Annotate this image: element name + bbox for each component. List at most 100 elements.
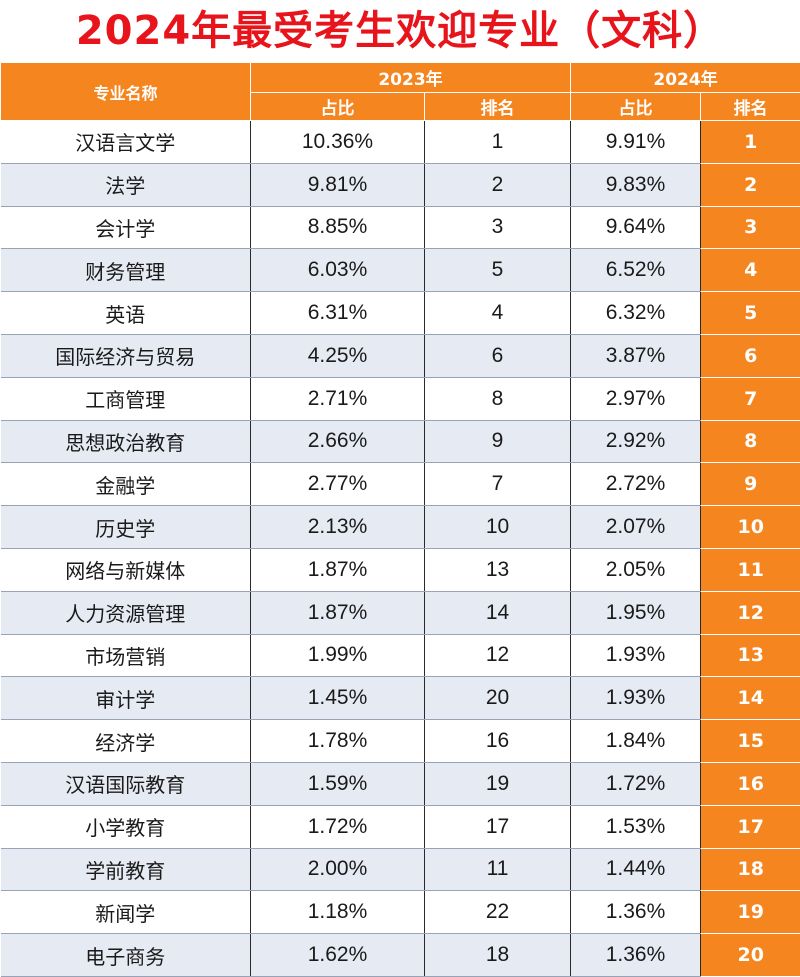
rank-2023-cell: 12 — [425, 634, 571, 677]
rank-2023-cell: 6 — [425, 334, 571, 377]
rank-2024-cell: 12 — [701, 591, 800, 634]
major-name-cell: 英语 — [1, 292, 251, 335]
share-2024-cell: 1.95% — [571, 591, 701, 634]
rank-2024-cell: 7 — [701, 377, 800, 420]
share-2023-cell: 2.77% — [251, 463, 425, 506]
rank-2023-cell: 8 — [425, 377, 571, 420]
header-year-2023: 2023年 — [251, 63, 571, 93]
header-rank-2023: 排名 — [425, 93, 571, 121]
rank-2023-cell: 2 — [425, 163, 571, 206]
rank-2024-cell: 18 — [701, 848, 800, 891]
share-2023-cell: 6.03% — [251, 249, 425, 292]
share-2024-cell: 1.93% — [571, 634, 701, 677]
header-share-2023: 占比 — [251, 93, 425, 121]
rank-2023-cell: 1 — [425, 121, 571, 164]
share-2024-cell: 1.36% — [571, 934, 701, 977]
header-year-2024: 2024年 — [571, 63, 800, 93]
rank-2023-cell: 7 — [425, 463, 571, 506]
major-name-cell: 人力资源管理 — [1, 591, 251, 634]
major-name-cell: 财务管理 — [1, 249, 251, 292]
rank-2023-cell: 13 — [425, 548, 571, 591]
share-2024-cell: 6.32% — [571, 292, 701, 335]
major-name-cell: 新闻学 — [1, 891, 251, 934]
share-2024-cell: 2.97% — [571, 377, 701, 420]
header-rank-2024: 排名 — [701, 93, 800, 121]
share-2023-cell: 8.85% — [251, 206, 425, 249]
share-2023-cell: 1.18% — [251, 891, 425, 934]
share-2024-cell: 1.53% — [571, 805, 701, 848]
share-2023-cell: 4.25% — [251, 334, 425, 377]
share-2024-cell: 1.44% — [571, 848, 701, 891]
share-2023-cell: 1.62% — [251, 934, 425, 977]
share-2024-cell: 9.83% — [571, 163, 701, 206]
rank-2023-cell: 14 — [425, 591, 571, 634]
rank-2024-cell: 16 — [701, 762, 800, 805]
rank-2023-cell: 5 — [425, 249, 571, 292]
share-2023-cell: 1.72% — [251, 805, 425, 848]
share-2023-cell: 1.87% — [251, 548, 425, 591]
rank-2024-cell: 20 — [701, 934, 800, 977]
rank-2023-cell: 10 — [425, 506, 571, 549]
rank-2023-cell: 22 — [425, 891, 571, 934]
share-2024-cell: 1.72% — [571, 762, 701, 805]
share-2024-cell: 2.72% — [571, 463, 701, 506]
major-name-cell: 会计学 — [1, 206, 251, 249]
header-major-name: 专业名称 — [1, 63, 251, 121]
major-name-cell: 国际经济与贸易 — [1, 334, 251, 377]
share-2023-cell: 2.00% — [251, 848, 425, 891]
share-2023-cell: 1.87% — [251, 591, 425, 634]
major-name-cell: 法学 — [1, 163, 251, 206]
share-2023-cell: 1.45% — [251, 677, 425, 720]
major-name-cell: 金融学 — [1, 463, 251, 506]
major-name-cell: 历史学 — [1, 506, 251, 549]
share-2024-cell: 6.52% — [571, 249, 701, 292]
rank-2023-cell: 9 — [425, 420, 571, 463]
major-name-cell: 汉语国际教育 — [1, 762, 251, 805]
rank-2023-cell: 19 — [425, 762, 571, 805]
rank-2023-cell: 18 — [425, 934, 571, 977]
rank-2024-cell: 11 — [701, 548, 800, 591]
share-2023-cell: 6.31% — [251, 292, 425, 335]
major-name-cell: 工商管理 — [1, 377, 251, 420]
share-2023-cell: 9.81% — [251, 163, 425, 206]
share-2023-cell: 1.99% — [251, 634, 425, 677]
major-name-cell: 审计学 — [1, 677, 251, 720]
major-name-cell: 学前教育 — [1, 848, 251, 891]
rank-2024-cell: 5 — [701, 292, 800, 335]
page-title: 2024年最受考生欢迎专业（文科） — [0, 0, 800, 62]
share-2023-cell: 2.13% — [251, 506, 425, 549]
rank-2024-cell: 10 — [701, 506, 800, 549]
share-2024-cell: 9.64% — [571, 206, 701, 249]
share-2024-cell: 1.93% — [571, 677, 701, 720]
share-2024-cell: 2.05% — [571, 548, 701, 591]
rank-2024-cell: 19 — [701, 891, 800, 934]
rank-2024-cell: 8 — [701, 420, 800, 463]
rank-2024-cell: 13 — [701, 634, 800, 677]
rank-2024-cell: 2 — [701, 163, 800, 206]
header-share-2024: 占比 — [571, 93, 701, 121]
rank-2023-cell: 20 — [425, 677, 571, 720]
major-name-cell: 网络与新媒体 — [1, 548, 251, 591]
share-2024-cell: 9.91% — [571, 121, 701, 164]
rank-2024-cell: 6 — [701, 334, 800, 377]
share-2024-cell: 1.36% — [571, 891, 701, 934]
rank-2024-cell: 14 — [701, 677, 800, 720]
rank-2024-cell: 1 — [701, 121, 800, 164]
